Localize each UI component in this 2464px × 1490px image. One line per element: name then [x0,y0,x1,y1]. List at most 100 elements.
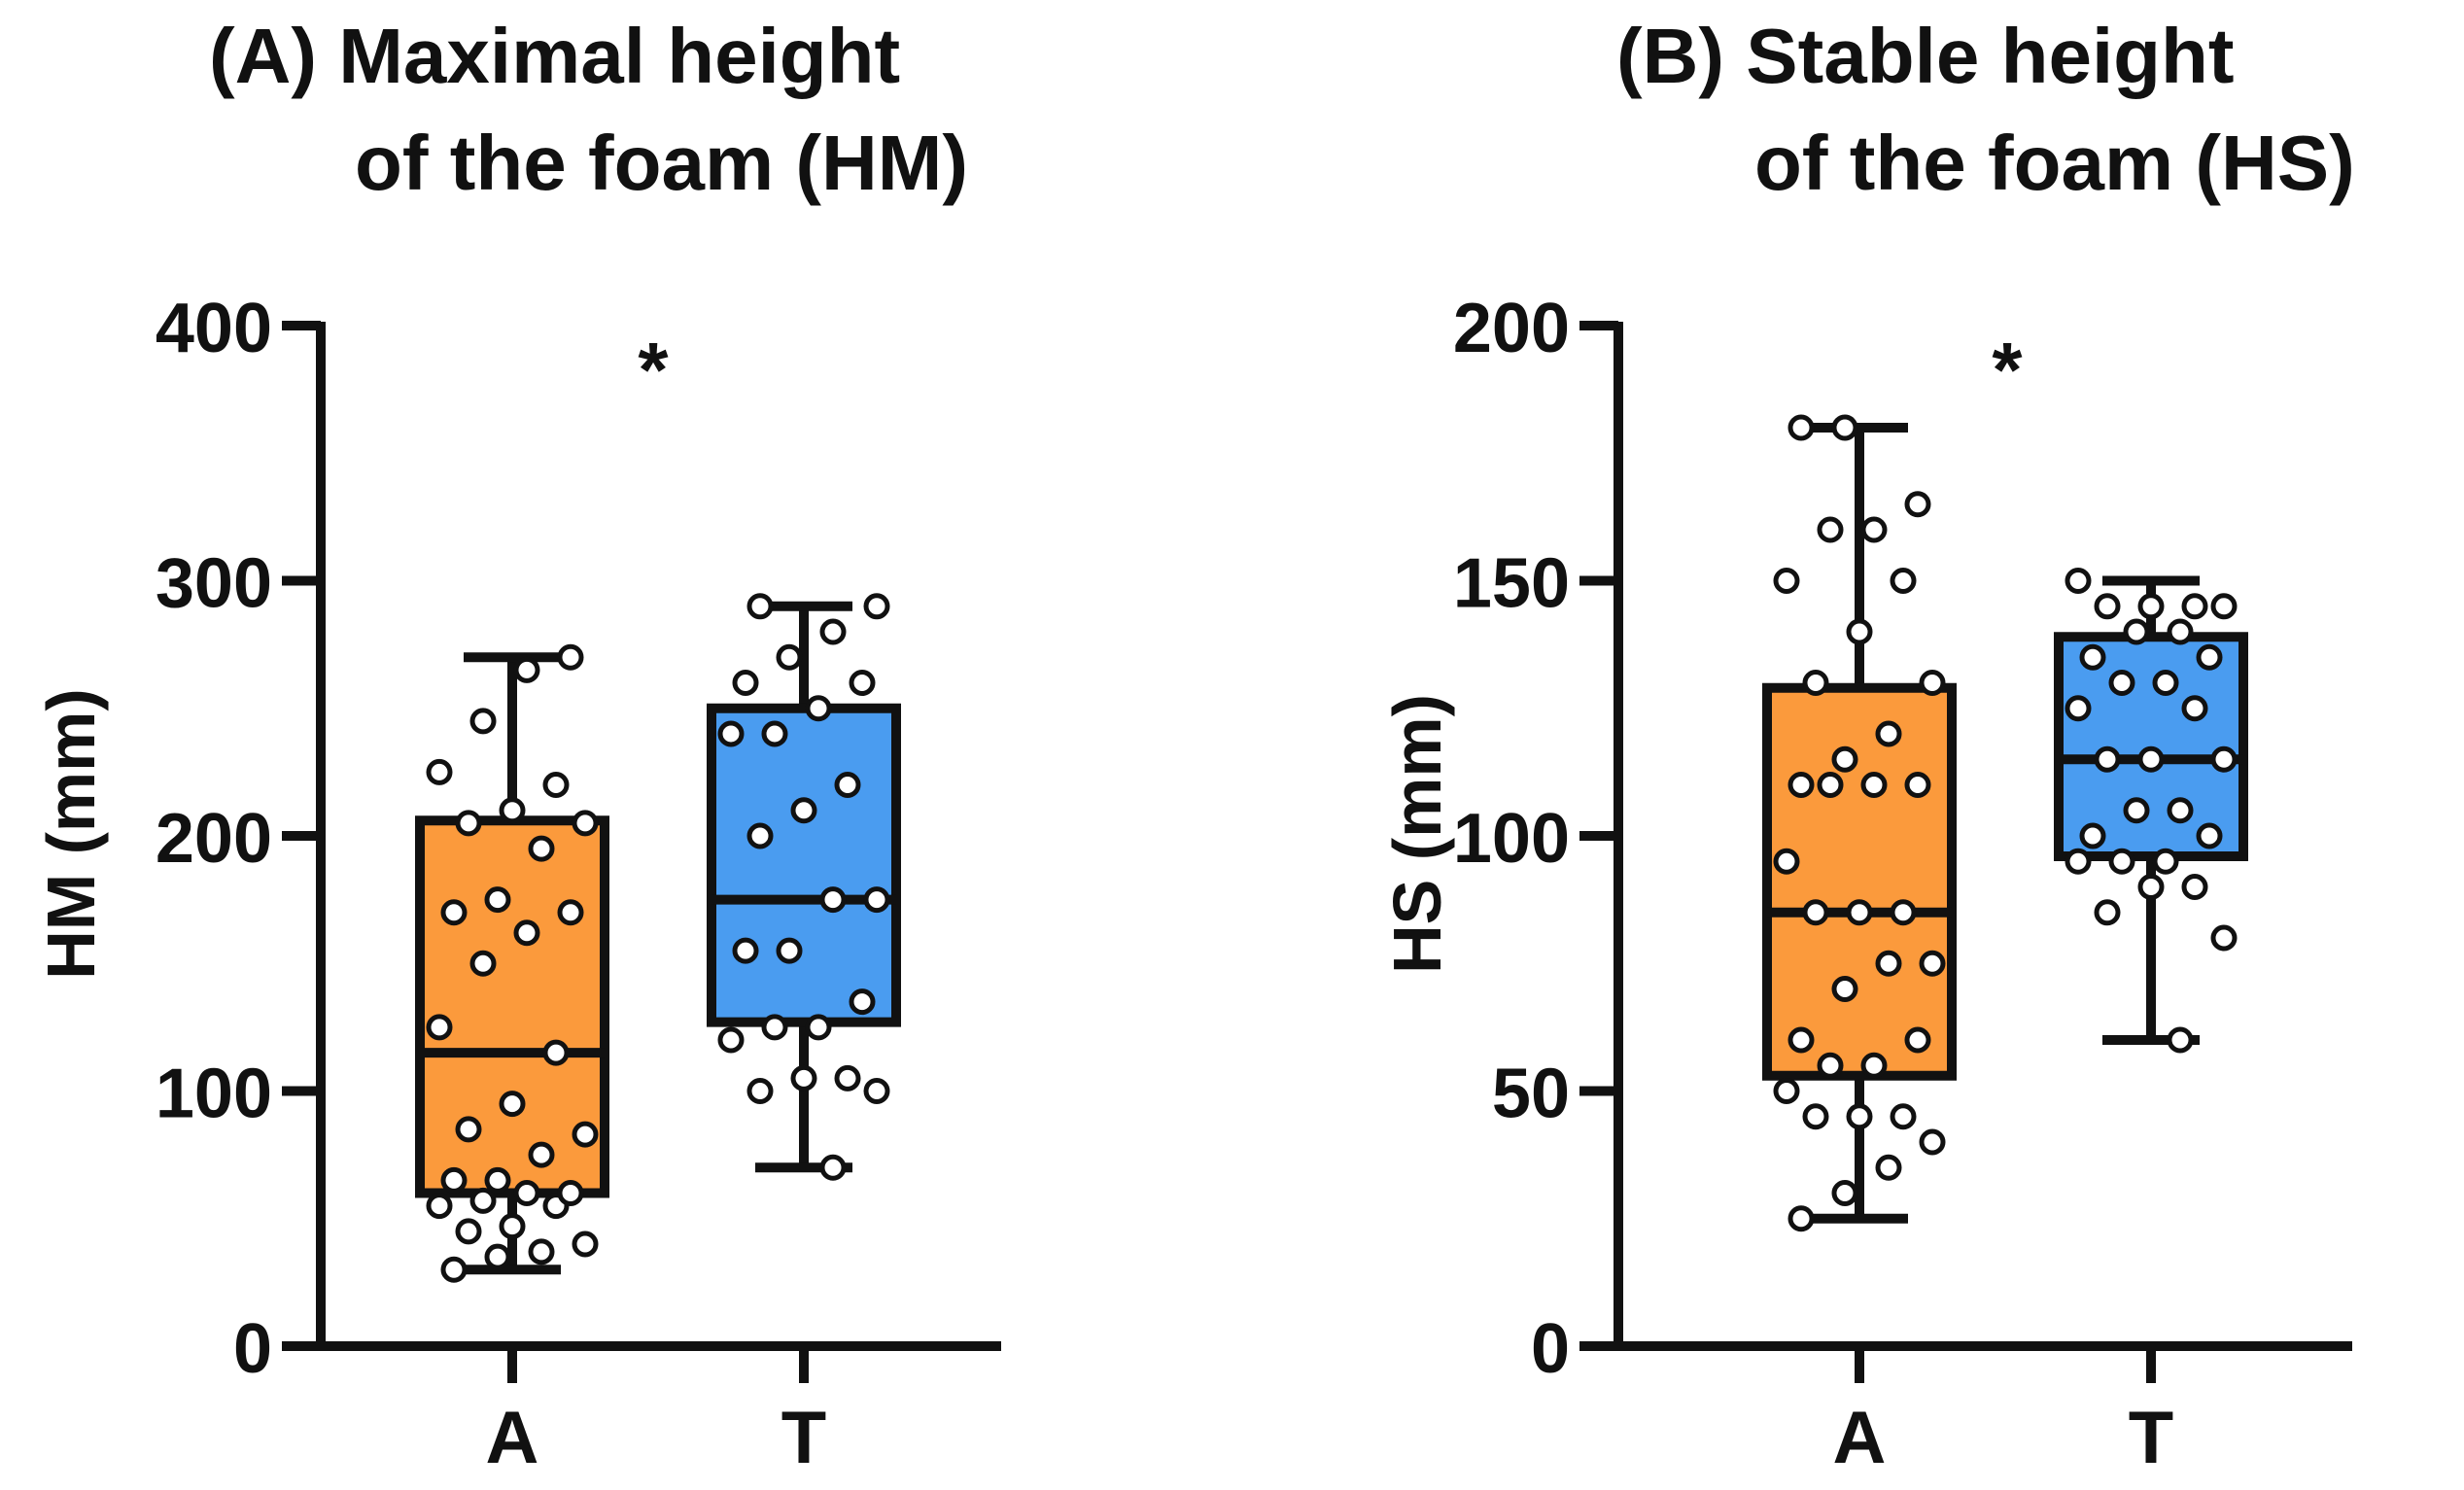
data-point [1904,1026,1931,1054]
data-point [1787,414,1815,441]
data-point [1831,976,1858,1002]
data-point [499,1091,526,1118]
data-point [1802,670,1829,696]
chart-title-line1: (B) Stable height [1616,13,2235,99]
data-point [542,772,570,798]
data-point [746,593,774,620]
data-point [1831,414,1858,441]
data-point [2137,874,2165,900]
data-point [2152,848,2179,875]
x-tick-label: T [2129,1397,2173,1479]
data-point [2123,618,2150,645]
data-point [528,835,555,862]
data-point [513,919,540,947]
data-point [455,1218,482,1245]
data-point [513,656,540,683]
data-point [1875,950,1902,977]
data-point [1860,516,1888,543]
data-point [2094,593,2121,620]
data-point [572,810,599,837]
chart-title-line2: of the foam (HM) [355,120,968,206]
significance-marker: * [638,327,669,413]
data-point [528,1141,555,1168]
data-point [528,1238,555,1265]
data-point [572,1230,599,1258]
data-point [834,1064,861,1092]
data-point [849,988,876,1016]
data-point [1860,1052,1888,1079]
data-point [2167,797,2194,824]
box-iqr [707,703,901,1027]
data-point [805,695,832,722]
data-point [1846,618,1873,645]
data-point [717,720,745,747]
y-tick-label: 100 [156,1056,272,1133]
box-A [415,643,609,1283]
data-point [499,1213,526,1240]
y-tick-label: 0 [233,1310,272,1388]
data-point [2108,848,2135,875]
y-tick-label: 150 [1453,545,1570,623]
data-point [1787,1026,1815,1054]
box-iqr [1762,682,1957,1081]
data-point [572,1121,599,1148]
data-point [1919,670,1946,696]
data-point [513,1180,540,1206]
data-point [1773,1078,1800,1104]
y-tick-label: 400 [156,290,272,367]
y-axis-label: HS (mm) [1379,694,1455,974]
data-point [2210,593,2238,620]
data-point [484,1166,511,1194]
data-point [469,950,497,977]
data-point [426,758,453,785]
panel-b: (B) Stable height of the foam (HS) HS (m… [1230,0,2464,1485]
y-tick-label: 0 [1531,1310,1570,1388]
data-point [761,720,788,747]
data-point [426,1193,453,1220]
y-tick-label: 50 [1492,1056,1570,1133]
chart-hm: (A) Maximal height of the foam (HM) HM (… [33,13,1001,1479]
data-point [455,1116,482,1143]
data-point [469,1187,497,1214]
data-point [863,886,890,914]
data-point [1817,516,1844,543]
x-tick-label: A [486,1397,539,1479]
chart-title-line1: (A) Maximal height [209,13,900,99]
data-point [863,593,890,620]
data-point [2167,618,2194,645]
data-point [2094,899,2121,926]
data-point [1904,491,1931,518]
data-point [440,1166,468,1194]
data-point [834,772,861,798]
data-point [557,899,584,926]
data-point [557,1180,584,1206]
data-point [1831,1180,1858,1206]
chart-hs: (B) Stable height of the foam (HS) HS (m… [1379,13,2355,1479]
x-tick-label: A [1833,1397,1887,1479]
data-point [1875,1154,1902,1181]
data-point [469,708,497,735]
data-point [849,670,876,696]
y-tick-label: 200 [156,800,272,878]
y-tick-label: 100 [1453,800,1570,878]
data-point [557,643,584,671]
x-tick-label: T [781,1397,826,1479]
data-point [1831,745,1858,773]
data-point [455,810,482,837]
y-tick-label: 200 [1453,290,1570,367]
data-point [484,886,511,914]
data-point [732,670,759,696]
data-point [790,1064,817,1092]
data-point [776,643,803,671]
data-point [1846,1103,1873,1130]
data-point [761,1014,788,1041]
data-point [1890,1103,1917,1130]
data-point [2196,643,2223,671]
data-point [1817,772,1844,798]
data-point [1802,1103,1829,1130]
data-point [1890,899,1917,926]
data-point [819,618,847,645]
data-point [426,1014,453,1041]
data-point [805,1014,832,1041]
data-point [2065,695,2092,722]
